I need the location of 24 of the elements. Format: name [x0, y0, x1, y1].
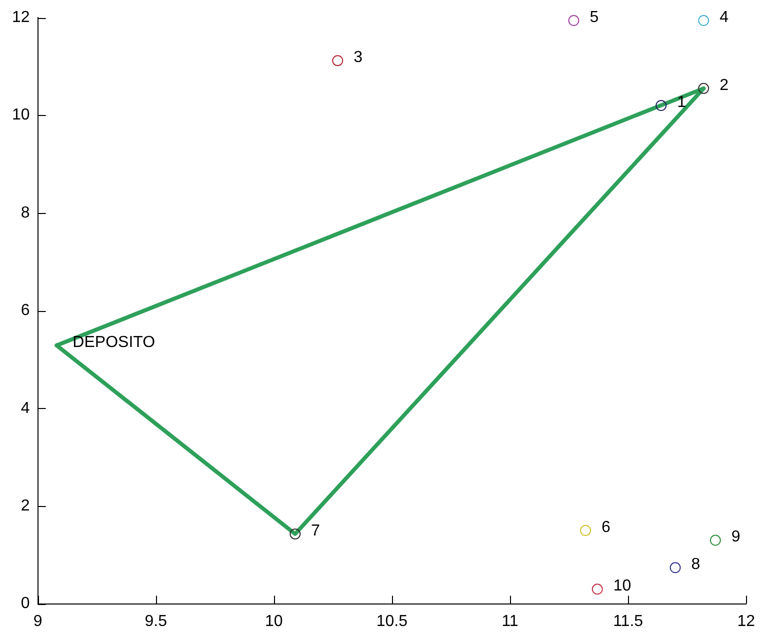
x-tick-label: 9 — [33, 612, 42, 630]
y-tick-label: 8 — [20, 204, 30, 222]
x-tick-label: 11.5 — [613, 612, 644, 630]
x-tick-label: 10 — [265, 612, 283, 630]
annotation: 8 — [691, 556, 700, 574]
y-tick-label: 4 — [20, 400, 30, 417]
annotation: DEPOSITO — [72, 334, 156, 351]
y-tick-label: 10 — [12, 106, 30, 124]
x-tick-label: 10.5 — [376, 612, 408, 630]
annotation: 2 — [720, 76, 729, 94]
annotation: 6 — [602, 518, 611, 536]
y-tick-label: 6 — [20, 302, 30, 320]
annotation: 10 — [613, 578, 632, 595]
annotation: 7 — [311, 522, 320, 540]
annotation: 5 — [590, 8, 599, 26]
y-tick-label: 12 — [12, 9, 30, 26]
annotation: 3 — [354, 48, 363, 66]
y-tick-label: 0 — [20, 595, 30, 612]
annotation: 4 — [720, 8, 729, 26]
x-tick-label: 9.5 — [144, 612, 168, 630]
annotation: 9 — [731, 528, 740, 546]
x-tick-label: 12 — [737, 612, 756, 630]
x-tick-label: 11 — [502, 612, 518, 630]
y-tick-label: 2 — [20, 498, 30, 515]
